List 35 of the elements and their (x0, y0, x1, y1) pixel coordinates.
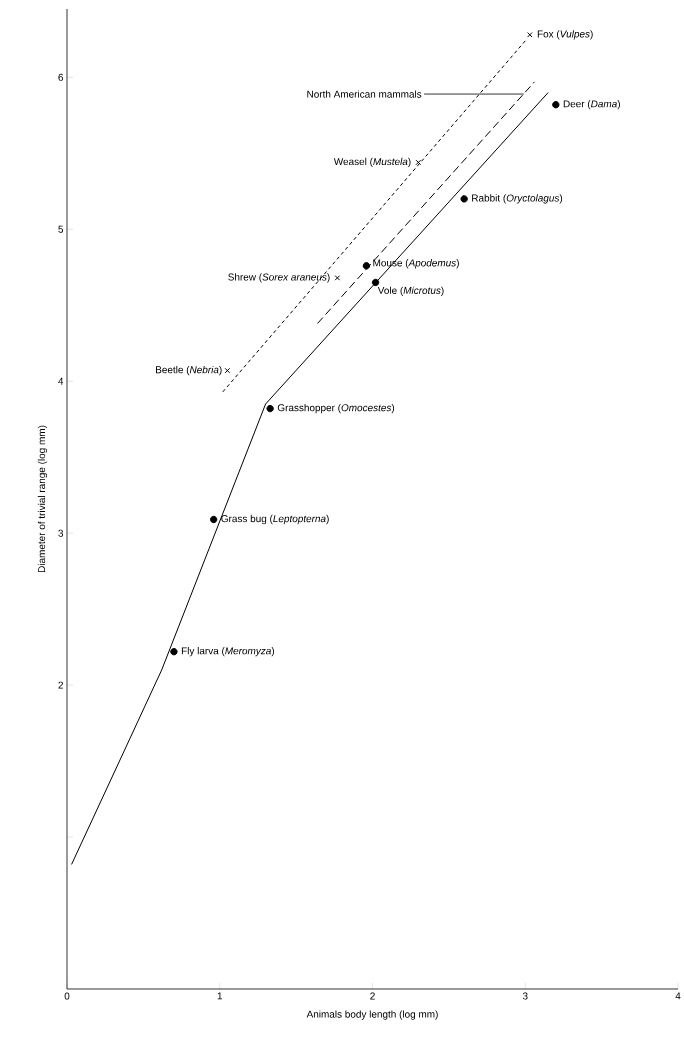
point (362, 262, 371, 270)
point (224, 367, 231, 374)
point (170, 648, 178, 656)
point (527, 32, 533, 38)
annotation: Deer (Dama) (563, 100, 620, 110)
annotation: Beetle (Nebria) (155, 365, 222, 376)
annotation: Mouse (Apodemus) (373, 259, 459, 269)
annotation: Fox (Vulpes) (537, 30, 593, 40)
x-axis-title: Animals body length (log mm) (306, 1010, 438, 1020)
annotation: Shrew (Sorex araneus) (228, 273, 330, 283)
point (371, 278, 380, 287)
annotation: Vole (Microtus) (377, 286, 444, 296)
x-tick-label: 4 (675, 992, 681, 1000)
point (334, 275, 341, 281)
point (460, 195, 468, 203)
y-tick-label: 3 (58, 529, 63, 537)
annotation: Weasel (Mustela) (333, 157, 411, 168)
point (552, 101, 560, 109)
annotation: Grass bug (Leptopterna) (221, 514, 329, 525)
point (415, 159, 422, 166)
point (209, 515, 218, 524)
annotation: Grasshopper (Omocestes) (277, 403, 395, 414)
x-tick-label: 1 (217, 992, 222, 1000)
annotation: Fly larva (Meromyza) (181, 647, 274, 657)
x-tick-label: 0 (64, 992, 70, 1000)
y-tick-label: 6 (58, 73, 63, 81)
y-axis-title: Diameter of trivial range (log mm) (37, 425, 48, 573)
annotation: North American mammals (307, 90, 422, 98)
x-tick-label: 3 (522, 992, 528, 1000)
x-tick-label: 2 (370, 992, 375, 1000)
y-tick-label: 4 (58, 377, 64, 385)
annotation: Rabbit (Oryctolagus) (472, 194, 563, 204)
point (266, 404, 274, 413)
y-tick-label: 2 (58, 681, 63, 689)
y-tick-label: 5 (58, 225, 64, 233)
